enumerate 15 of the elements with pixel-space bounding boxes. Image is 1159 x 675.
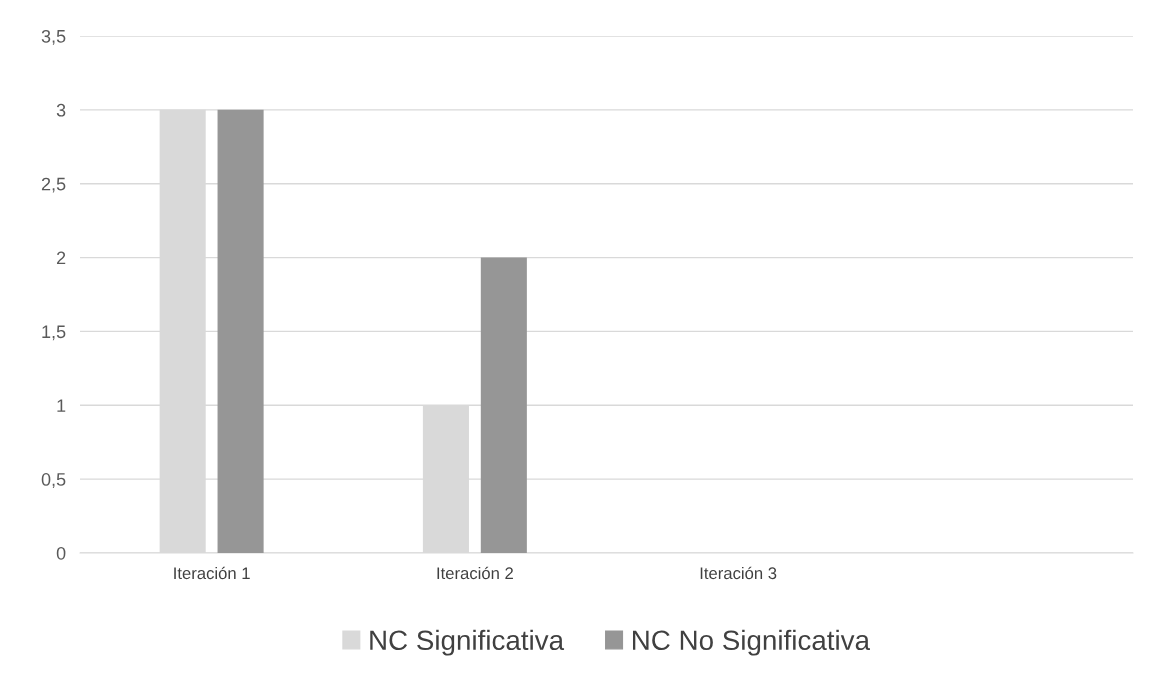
y-tick-label: 1,5 xyxy=(42,325,66,341)
legend-label: NC No Significativa xyxy=(633,629,870,656)
legend-label: NC Significativa xyxy=(370,629,565,656)
y-tick-label: 1 xyxy=(57,399,66,412)
bar xyxy=(217,109,264,553)
y-tick-label: 2,5 xyxy=(41,177,66,193)
y-tick-label: 0 xyxy=(56,546,66,560)
x-tick-label: Iteración 2 xyxy=(437,566,513,580)
y-tick-label: 0,5 xyxy=(41,473,66,488)
bar xyxy=(480,257,527,553)
x-tick-label: Iteración 1 xyxy=(174,566,250,580)
y-tick-label: 2 xyxy=(56,251,66,265)
x-tick-label: Iteración 3 xyxy=(700,566,777,580)
y-tick-label: 3,5 xyxy=(41,29,66,45)
y-tick-label: 3 xyxy=(56,103,66,117)
